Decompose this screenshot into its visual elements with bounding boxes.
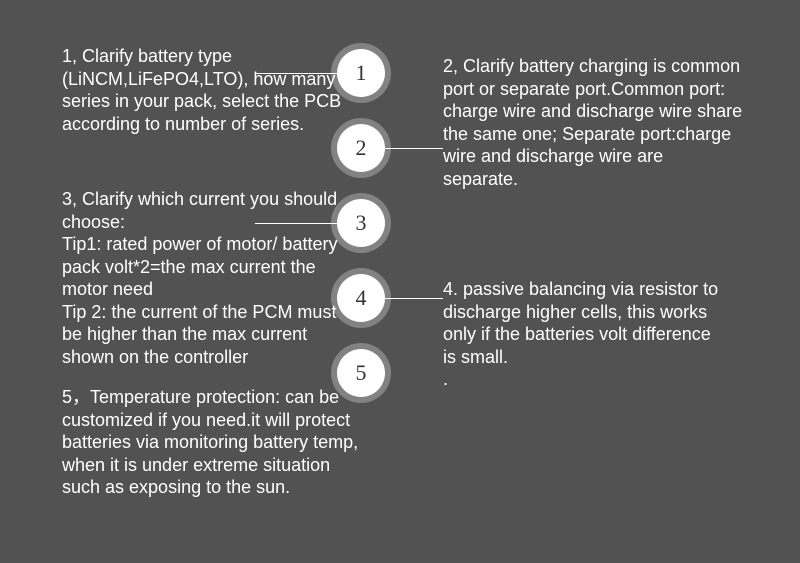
step-number: 3 [356, 210, 367, 236]
step-desc-3: 3, Clarify which current you should choo… [62, 188, 342, 368]
step-circle-4: 4 [337, 274, 385, 322]
step-number: 2 [356, 135, 367, 161]
step-desc-5: 5，Temperature protection: can be customi… [62, 386, 362, 499]
connector-4 [385, 298, 443, 299]
step-desc-1: 1, Clarify battery type (LiNCM,LiFePO4,L… [62, 45, 342, 135]
step-circle-1: 1 [337, 49, 385, 97]
step-circle-5: 5 [337, 349, 385, 397]
step-desc-4: 4. passive balancing via resistor to dis… [443, 278, 743, 391]
connector-2 [385, 148, 443, 149]
step-circle-3: 3 [337, 199, 385, 247]
step-desc-2: 2, Clarify battery charging is common po… [443, 55, 743, 190]
step-number: 1 [356, 60, 367, 86]
step-number: 4 [356, 285, 367, 311]
step-circle-2: 2 [337, 124, 385, 172]
step-number: 5 [356, 360, 367, 386]
